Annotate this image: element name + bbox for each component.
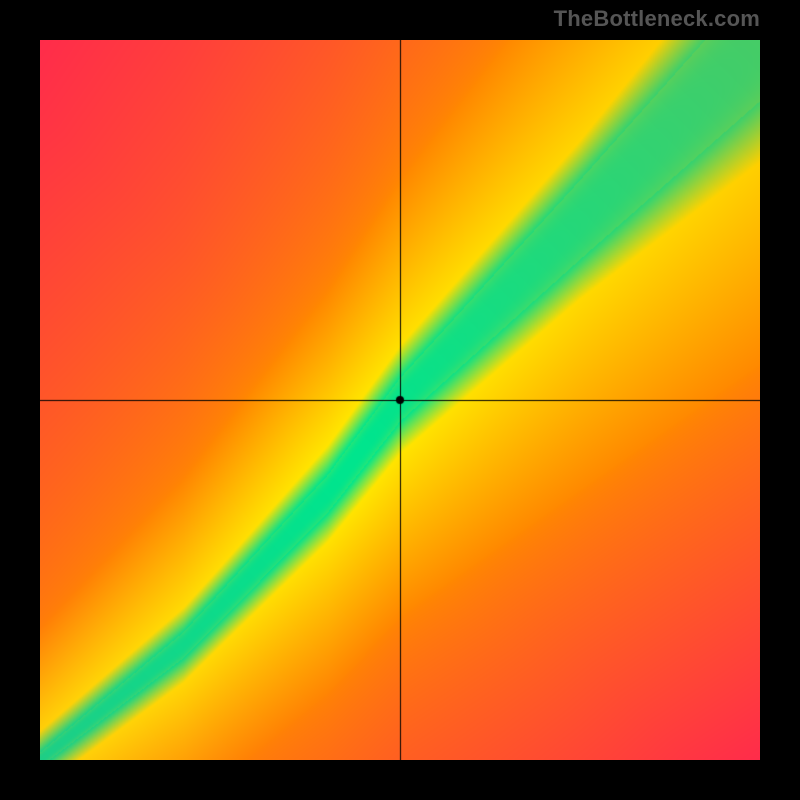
watermark-text: TheBottleneck.com [554, 6, 760, 32]
chart-root: TheBottleneck.com [0, 0, 800, 800]
heatmap-canvas [40, 40, 760, 760]
